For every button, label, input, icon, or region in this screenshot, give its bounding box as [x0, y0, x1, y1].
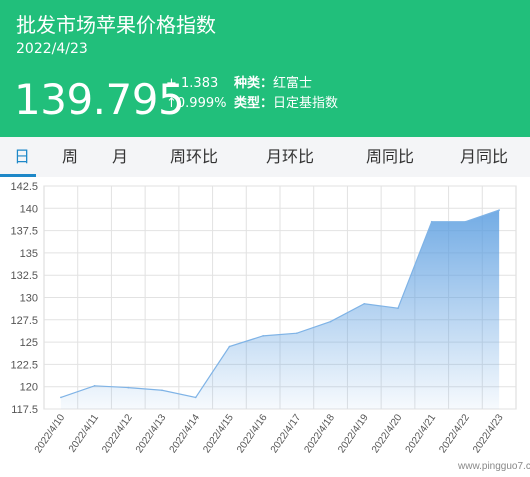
series-area: [60, 210, 500, 409]
data-point: [296, 332, 298, 334]
data-point: [161, 389, 163, 392]
y-tick-label: 142.5: [10, 181, 38, 193]
data-point: [430, 220, 433, 223]
x-tick-label: 2022/4/13: [134, 412, 169, 455]
y-tick-label: 125: [20, 337, 38, 349]
y-tick-label: 130: [20, 293, 38, 305]
x-tick-label: 2022/4/10: [33, 412, 68, 455]
index-date: 2022/4/23: [16, 41, 88, 57]
x-tick-label: 2022/4/14: [168, 412, 203, 455]
data-point: [60, 396, 62, 399]
y-tick-label: 135: [20, 248, 38, 260]
change-percent: ↑0.999%: [166, 96, 227, 111]
y-tick-label: 122.5: [10, 359, 38, 371]
x-tick-label: 2022/4/12: [100, 412, 135, 455]
x-tick-label: 2022/4/18: [302, 412, 337, 455]
data-point: [329, 320, 332, 323]
tab-week-year-on-year[interactable]: 周同比: [366, 147, 415, 166]
data-point: [194, 396, 197, 399]
x-tick-label: 2022/4/20: [370, 412, 405, 455]
tab-week[interactable]: 周: [62, 147, 79, 166]
variety-value: 红富士: [273, 76, 313, 91]
y-tick-label: 117.5: [11, 404, 38, 416]
x-tick-label: 2022/4/22: [437, 412, 472, 455]
variety-row: 种类：红富士: [234, 74, 312, 94]
type-row: 类型：日定基指数: [234, 94, 338, 114]
data-point: [363, 302, 366, 305]
series-line: [60, 209, 500, 399]
tab-week-on-week[interactable]: 周环比: [170, 147, 219, 166]
tab-month-on-month[interactable]: 月环比: [266, 147, 315, 166]
type-value: 日定基指数: [273, 96, 339, 111]
variety-label: 种类：: [234, 76, 274, 91]
x-tick-label: 2022/4/23: [471, 412, 506, 455]
data-point: [228, 345, 231, 348]
change-value: + 1.383: [166, 76, 219, 91]
x-tick-label: 2022/4/21: [404, 412, 439, 455]
data-point: [397, 307, 399, 310]
watermark: www.pingguo7.cn: [458, 461, 530, 472]
tab-month[interactable]: 月: [112, 147, 129, 166]
tab-day[interactable]: 日: [14, 147, 31, 166]
y-tick-label: 132.5: [10, 270, 38, 282]
x-tick-label: 2022/4/16: [235, 412, 270, 455]
x-tick-label: 2022/4/15: [201, 412, 236, 455]
x-tick-label: 2022/4/11: [67, 412, 101, 455]
y-tick-label: 140: [20, 203, 38, 215]
data-point: [127, 386, 130, 389]
y-tick-label: 127.5: [10, 315, 38, 327]
x-tick-label: 2022/4/19: [336, 412, 371, 455]
page-title: 批发市场苹果价格指数: [16, 13, 216, 37]
price-header: 批发市场苹果价格指数 2022/4/23 139.795 + 1.383 ↑0.…: [0, 0, 530, 137]
data-point: [498, 209, 500, 211]
x-tick-label: 2022/4/17: [269, 412, 304, 455]
y-tick-label: 137.5: [10, 226, 38, 238]
active-tab-indicator: [0, 174, 36, 177]
data-point: [262, 335, 264, 337]
data-point: [464, 220, 467, 223]
y-tick-label: 120: [20, 382, 38, 394]
index-value: 139.795: [14, 75, 185, 124]
period-tabs: 日 周 月 周环比 月环比 周同比 月同比: [0, 137, 530, 177]
type-label: 类型：: [234, 96, 274, 111]
tab-month-year-on-year[interactable]: 月同比: [460, 147, 509, 166]
price-index-chart: 117.5 120 122.5 125 127.5 130 132.5 135 137.5 140…: [10, 181, 517, 455]
data-point: [93, 385, 96, 387]
